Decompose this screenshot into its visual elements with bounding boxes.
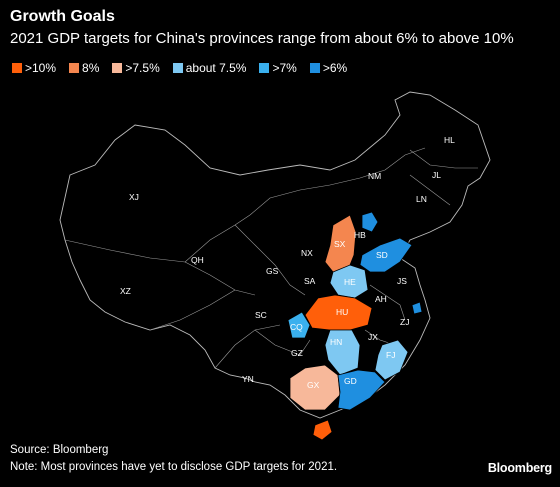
label-zj: ZJ [400,317,409,327]
label-hu: HU [336,307,348,317]
border-gz [254,329,311,356]
label-sa: SA [304,276,316,286]
legend-swatch-8 [69,63,80,73]
legend: >10% 8% >7.5% about 7.5% >7% >6% [12,61,360,75]
china-outline [59,91,491,419]
label-jx: JX [368,332,378,342]
label-nm: NM [368,171,381,181]
province-hubei [304,294,373,331]
legend-label-above-10: >10% [25,61,57,75]
border-nm [249,147,426,216]
legend-item-above-10: >10% [12,61,56,75]
label-gx: GX [307,380,320,390]
border-gs [234,224,306,296]
bloomberg-logo: Bloomberg [487,461,552,475]
label-nx: NX [301,248,313,258]
legend-item-above-7: >7% [259,61,297,75]
label-sd: SD [376,250,388,260]
label-gz: GZ [291,348,303,358]
legend-item-8: 8% [69,61,99,75]
legend-swatch-above-6 [309,63,320,73]
chart-title: Growth Goals [10,8,115,25]
province-guangdong [337,369,386,411]
province-fujian [374,339,409,381]
chart-subtitle: 2021 GDP targets for China's provinces r… [10,30,514,47]
label-jl: JL [432,170,441,180]
label-gd: GD [344,376,357,386]
legend-swatch-above-10 [12,63,22,73]
border-sc-yn [214,324,281,369]
border-hl-jl [409,149,478,169]
border-qh-sc [184,261,256,296]
label-qh: QH [191,255,204,265]
border-xj-qh [184,214,251,263]
label-yn: YN [242,374,254,384]
legend-item-above-6: >6% [309,61,348,75]
legend-label-above-6: >6% [322,61,348,75]
label-xj: XJ [129,192,139,202]
border-xj-xz [64,239,186,263]
label-cq: CQ [290,322,303,332]
province-beijing-tianjin [361,211,379,233]
label-fj: FJ [386,350,395,360]
legend-swatch-above-7-5 [112,63,123,73]
footnote: Note: Most provinces have yet to disclos… [10,461,338,473]
label-he: HE [344,277,356,287]
province-chongqing [287,311,311,339]
border-ah-js [369,284,406,321]
legend-label-above-7-5: >7.5% [125,61,160,75]
label-hb: HB [354,230,366,240]
legend-label-about-7-5: about 7.5% [185,61,247,75]
border-xz-sc [149,289,236,331]
label-hn: HN [330,337,342,347]
label-gs: GS [266,266,279,276]
label-hl: HL [444,135,455,145]
province-henan [329,264,369,299]
label-xz: XZ [120,286,131,296]
province-shanghai [411,301,423,315]
province-shandong [359,237,413,273]
legend-label-8: 8% [82,61,100,75]
label-ln: LN [416,194,427,204]
label-ah: AH [375,294,387,304]
label-js: JS [397,276,407,286]
legend-item-about-7-5: about 7.5% [172,61,247,75]
province-hunan [324,329,361,376]
province-hainan [312,419,333,441]
legend-item-above-7-5: >7.5% [112,61,160,75]
legend-swatch-about-7-5 [172,63,183,73]
legend-swatch-above-7 [259,63,270,73]
label-sx: SX [334,239,346,249]
border-jl-ln [409,174,451,206]
source-note: Source: Bloomberg [10,444,109,456]
label-sc: SC [255,310,267,320]
legend-label-above-7: >7% [272,61,297,75]
